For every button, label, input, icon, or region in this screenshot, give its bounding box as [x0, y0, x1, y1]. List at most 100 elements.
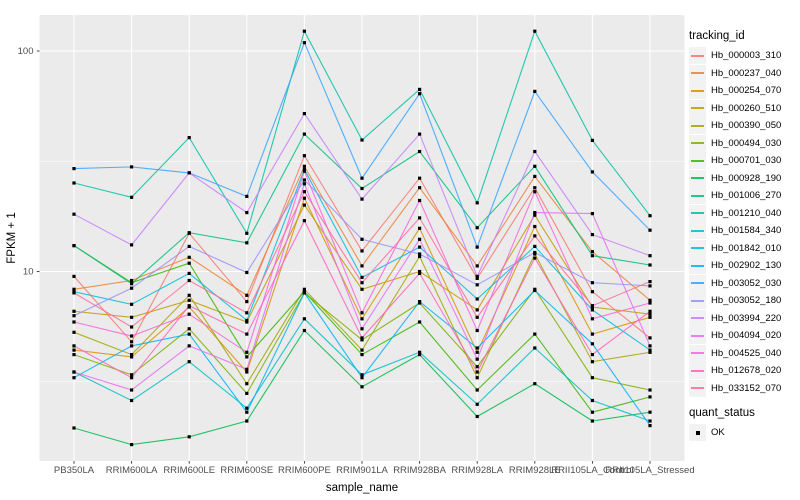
data-point: [245, 211, 249, 215]
data-point: [475, 308, 479, 312]
data-point: [475, 315, 479, 319]
data-point: [302, 203, 306, 207]
data-point: [72, 287, 76, 291]
x-tick-label: RRIM600LA: [106, 465, 158, 476]
legend-entry-Hb_001842_010: Hb_001842_010: [689, 239, 799, 258]
legend-key: [689, 344, 706, 362]
data-point: [72, 376, 76, 380]
data-point: [533, 382, 537, 386]
data-point: [245, 311, 249, 315]
data-point: [418, 245, 422, 249]
data-point: [475, 346, 479, 350]
data-point: [72, 426, 76, 430]
data-point: [648, 419, 652, 423]
data-point: [245, 241, 249, 245]
data-point: [648, 312, 652, 316]
data-point: [187, 171, 191, 175]
legend-key: [689, 117, 706, 135]
data-point: [245, 350, 249, 354]
legend-key: [689, 274, 706, 292]
x-tick-label: RRIM928LE: [509, 465, 561, 476]
data-point: [533, 234, 537, 238]
data-point: [72, 320, 76, 324]
data-point: [418, 186, 422, 190]
data-point: [130, 355, 134, 359]
data-point: [302, 132, 306, 136]
data-point: [245, 367, 249, 371]
legend-entry-Hb_000260_510: Hb_000260_510: [689, 99, 799, 118]
x-axis-title: sample_name: [326, 482, 398, 494]
legend-entry-label: Hb_000390_050: [711, 120, 782, 132]
data-point: [360, 317, 364, 321]
data-point: [475, 276, 479, 280]
legend-key: [689, 187, 706, 205]
data-point: [130, 325, 134, 329]
data-point: [302, 29, 306, 33]
y-axis-title: FPKM + 1: [6, 212, 18, 263]
legend-key: [689, 222, 706, 240]
data-point: [418, 92, 422, 96]
data-point: [187, 278, 191, 283]
data-point: [360, 138, 364, 142]
data-point: [418, 237, 422, 241]
data-point: [302, 112, 306, 116]
data-point: [418, 300, 422, 304]
data-point: [533, 190, 537, 194]
data-point: [475, 226, 479, 230]
legend-title-quant-status: quant_status: [689, 407, 755, 419]
data-point: [245, 382, 249, 386]
data-point: [360, 249, 364, 253]
data-point: [302, 164, 306, 168]
data-point: [590, 360, 594, 364]
legend-entry-Hb_012678_020: Hb_012678_020: [689, 362, 799, 380]
legend-entries: Hb_000003_310 Hb_000237_040 Hb_000254_070 H…: [689, 47, 799, 397]
data-point: [360, 264, 364, 268]
data-point: [72, 274, 76, 278]
data-point: [187, 231, 191, 235]
series-color-swatch: [691, 317, 704, 320]
data-point: [418, 320, 422, 324]
data-point: [648, 214, 652, 218]
data-point: [590, 398, 594, 403]
series-color-swatch: [691, 369, 704, 372]
legend-key: [689, 47, 706, 65]
data-point: [245, 194, 249, 198]
legend-key: [689, 239, 706, 257]
legend-key: [689, 82, 706, 100]
data-point: [648, 298, 652, 302]
data-point: [360, 338, 364, 342]
data-point: [245, 419, 249, 423]
legend-entry-label: Hb_033152_070: [711, 382, 782, 394]
legend-key: [689, 292, 706, 310]
data-point: [475, 264, 479, 268]
data-point: [590, 254, 594, 258]
data-point: [360, 385, 364, 389]
data-point: [590, 353, 594, 357]
legend-entry-label: Hb_012678_020: [711, 365, 782, 377]
data-point: [533, 164, 537, 168]
data-point: [245, 370, 249, 374]
data-point: [475, 245, 479, 249]
data-point: [533, 288, 537, 293]
legend-entry-label: Hb_003052_180: [711, 295, 782, 307]
data-point: [302, 196, 306, 200]
legend-entry-Hb_003052_180: Hb_003052_180: [689, 292, 799, 310]
series-color-swatch: [691, 107, 704, 110]
data-point: [590, 342, 594, 346]
data-point: [302, 154, 306, 158]
legend-key: [689, 64, 706, 82]
legend-key: [689, 134, 706, 152]
legend-entry-Hb_001006_270: Hb_001006_270: [689, 187, 799, 205]
data-point: [130, 398, 134, 403]
legend-key: [689, 257, 706, 275]
data-point: [72, 344, 76, 348]
data-point: [475, 297, 479, 301]
data-point: [648, 263, 652, 267]
data-point: [648, 348, 652, 352]
data-point: [418, 87, 422, 91]
series-color-swatch: [691, 124, 704, 127]
series-color-swatch: [691, 194, 704, 197]
data-point: [533, 174, 537, 178]
data-point: [360, 353, 364, 357]
legend-entry-Hb_000390_050: Hb_000390_050: [689, 117, 799, 135]
